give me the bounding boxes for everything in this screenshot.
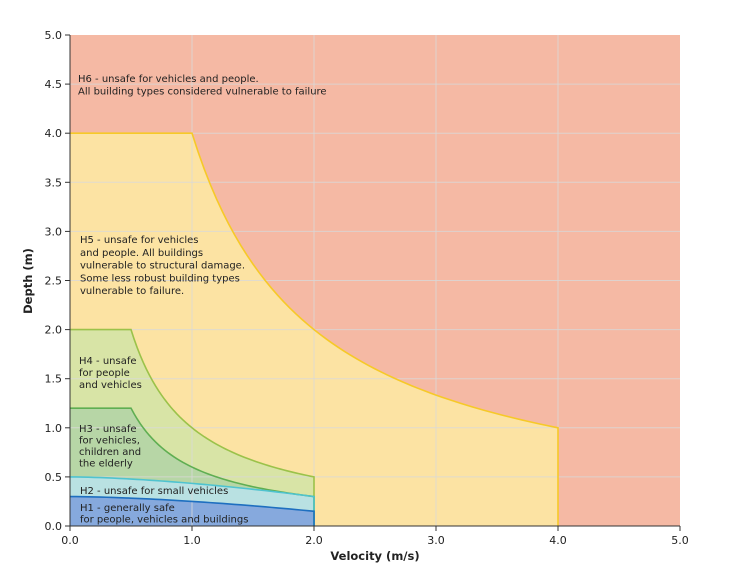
x-axis-title: Velocity (m/s) — [330, 549, 419, 563]
y-tick-label: 0.5 — [45, 471, 63, 484]
zone-label-line: and vehicles — [79, 380, 142, 391]
zone-h1-boundary — [69, 495, 315, 526]
zone-h4-label: H4 - unsafe for people and vehicles — [79, 356, 142, 391]
y-tick-label: 2.5 — [45, 275, 63, 288]
zone-label-line: Some less robust building types — [80, 273, 240, 284]
x-tick-label: 4.0 — [549, 534, 567, 547]
axes-layer: 0.0 1.0 2.0 3.0 4.0 5.0 0.0 0.5 1.0 1.5 2.0 2.5 3.0 3… — [45, 29, 689, 547]
y-tick-label: 1.0 — [45, 422, 63, 435]
zone-h2-label: H2 - unsafe for small vehicles — [80, 486, 228, 497]
zone-h1-label: H1 - generally safe for people, vehicles … — [80, 503, 248, 526]
zone-boundaries — [69, 132, 559, 526]
x-tick-label: 5.0 — [671, 534, 689, 547]
y-tick-label: 2.0 — [45, 324, 63, 337]
x-tick-label: 0.0 — [61, 534, 79, 547]
zone-label-line: H5 - unsafe for vehicles — [80, 235, 198, 246]
zone-h5-boundary — [70, 132, 559, 526]
zone-h5-label: H5 - unsafe for vehicles and people. All … — [80, 235, 245, 297]
zone-h2-boundary — [69, 476, 315, 526]
zone-label-line: vulnerable to structural damage. — [80, 261, 245, 272]
y-tick-label: 1.5 — [45, 373, 63, 386]
zone-label-line: H4 - unsafe — [79, 356, 137, 367]
zone-labels: H6 - unsafe for vehicles and people. All … — [78, 74, 327, 526]
grid-layer — [70, 35, 680, 526]
y-tick-label: 4.0 — [45, 127, 63, 140]
zone-label-line: H2 - unsafe for small vehicles — [80, 486, 228, 497]
zone-label-line: H1 - generally safe — [80, 503, 175, 514]
x-tick-label: 3.0 — [427, 534, 445, 547]
x-tick-label: 1.0 — [183, 534, 201, 547]
zone-h4-boundary — [70, 328, 315, 526]
x-tick-label: 2.0 — [305, 534, 323, 547]
y-tick-label: 4.5 — [45, 78, 63, 91]
zone-label-line: H3 - unsafe — [79, 424, 137, 435]
zone-h6-label: H6 - unsafe for vehicles and people. All … — [78, 74, 327, 98]
zone-label-line: for vehicles, — [79, 436, 140, 447]
y-tick-label: 0.0 — [45, 520, 63, 533]
zone-label-line: vulnerable to failure. — [80, 286, 184, 297]
zone-label-line: All building types considered vulnerable… — [78, 87, 327, 98]
zone-label-line: for people, vehicles and buildings — [80, 515, 248, 526]
y-axis-title: Depth (m) — [21, 248, 35, 314]
zone-label-line: and people. All buildings — [80, 248, 203, 259]
zone-label-line: for people — [79, 368, 130, 379]
y-tick-label: 3.5 — [45, 176, 63, 189]
zone-label-line: children and — [79, 447, 141, 458]
y-tick-label: 5.0 — [45, 29, 63, 42]
zone-h3-label: H3 - unsafe for vehicles, children and the … — [79, 424, 141, 470]
y-tick-label: 3.0 — [45, 225, 63, 238]
zone-label-line: H6 - unsafe for vehicles and people. — [78, 74, 259, 85]
zone-label-line: the elderly — [79, 459, 133, 470]
